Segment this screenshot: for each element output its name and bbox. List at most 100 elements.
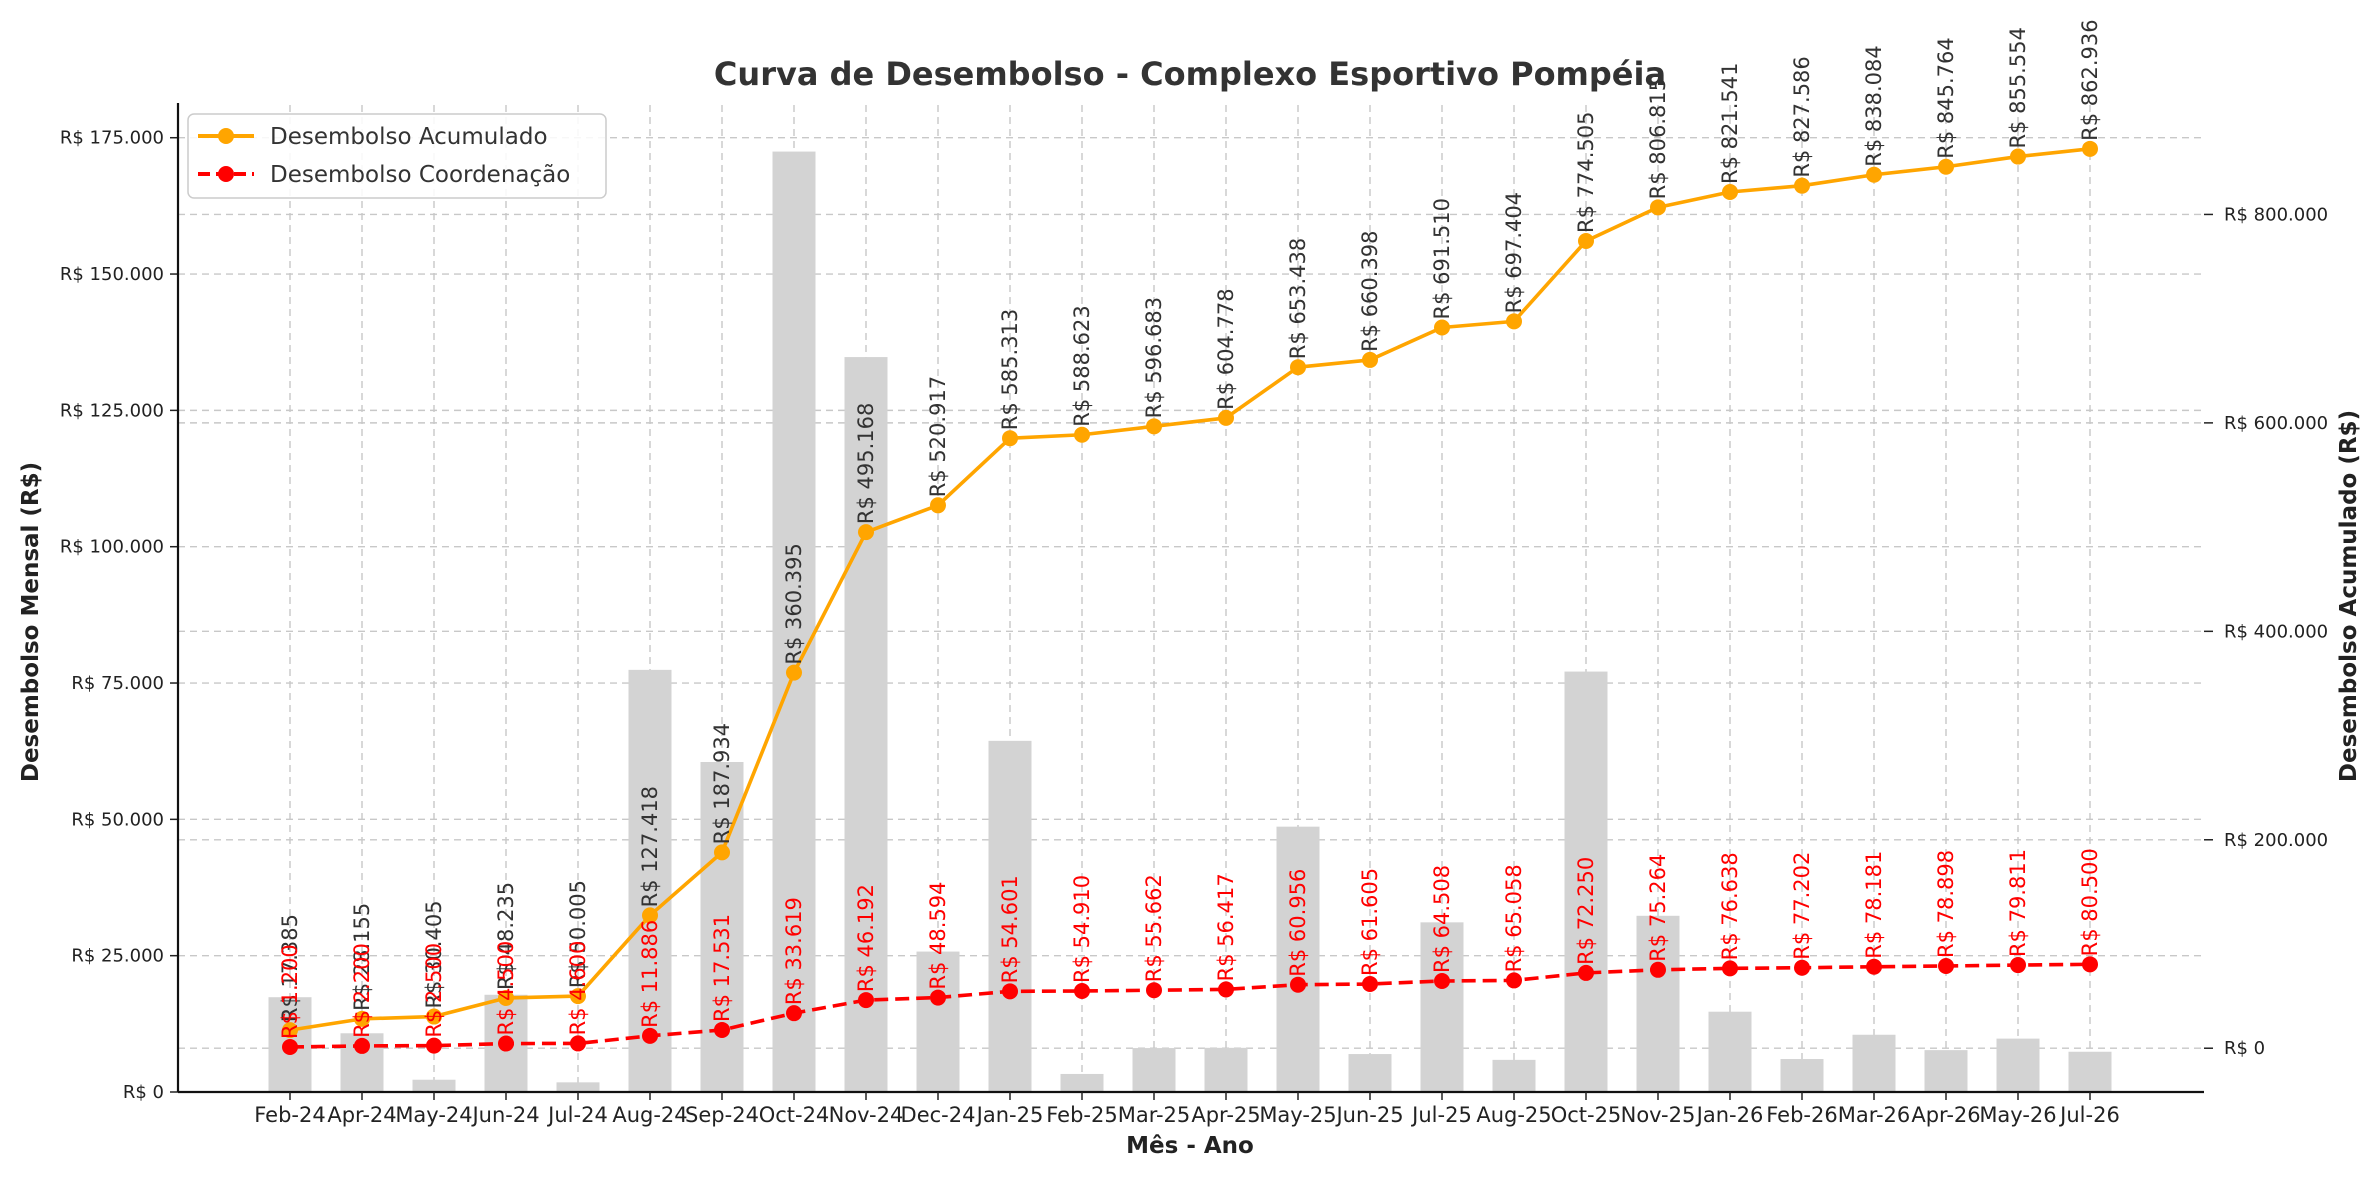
point-coordination	[1290, 976, 1306, 993]
data-label-coordination: R$ 1.200	[278, 944, 302, 1039]
point-coordination	[1506, 972, 1522, 989]
x-tick-label: Oct-24	[759, 1103, 830, 1127]
x-tick-label: Apr-24	[327, 1103, 396, 1127]
point-coordination	[1578, 964, 1594, 981]
monthly-bar	[2068, 1051, 2112, 1092]
y-axis-label-right: Desembolso Acumulado (R$)	[2336, 410, 2362, 782]
x-tick-label: Mar-25	[1118, 1103, 1191, 1127]
point-accumulated	[1506, 313, 1522, 330]
monthly-bar	[556, 1082, 600, 1092]
point-coordination	[1866, 958, 1882, 975]
point-accumulated	[354, 1010, 370, 1027]
data-label-coordination: R$ 54.910	[1070, 875, 1094, 983]
point-coordination	[1722, 960, 1738, 977]
x-tick-label: Feb-24	[254, 1103, 325, 1127]
series-lines	[289, 147, 2091, 1049]
line-accumulated	[289, 147, 2091, 1032]
data-label-coordination: R$ 78.898	[1934, 850, 1958, 958]
point-coordination	[858, 992, 874, 1009]
data-label-accumulated: R$ 845.764	[1934, 37, 1958, 158]
x-tick-label: Jul-25	[1410, 1103, 1472, 1127]
data-label-coordination: R$ 76.638	[1718, 852, 1742, 960]
data-label-coordination: R$ 4.600	[566, 941, 590, 1036]
point-coordination	[642, 1027, 658, 1044]
point-coordination	[1146, 982, 1162, 999]
point-coordination	[1074, 982, 1090, 999]
monthly-bar	[1996, 1038, 2040, 1092]
monthly-bar	[1708, 1011, 1752, 1092]
point-accumulated	[498, 989, 514, 1006]
point-accumulated	[1218, 409, 1234, 426]
left-tick-label: R$ 125.000	[60, 400, 164, 421]
right-tick-label: R$ 800.000	[2224, 204, 2328, 225]
data-label-accumulated: R$ 691.510	[1430, 198, 1454, 319]
data-label-coordination: R$ 77.202	[1790, 852, 1814, 960]
data-label-accumulated: R$ 774.505	[1574, 112, 1598, 233]
data-label-accumulated: R$ 855.554	[2006, 27, 2030, 148]
point-coordination	[282, 1038, 298, 1055]
data-label-accumulated: R$ 17.385	[278, 914, 302, 1022]
series-points	[282, 140, 2098, 1055]
data-label-coordination: R$ 2.500	[422, 943, 446, 1038]
data-label-accumulated: R$ 660.398	[1358, 230, 1382, 351]
point-accumulated	[1794, 177, 1810, 194]
data-label-accumulated: R$ 50.005	[566, 880, 590, 988]
point-accumulated	[1002, 430, 1018, 447]
right-tick-label: R$ 0	[2224, 1038, 2265, 1059]
left-tick-label: R$ 50.000	[71, 809, 164, 830]
data-label-accumulated: R$ 48.235	[494, 882, 518, 990]
monthly-bar	[1132, 1048, 1176, 1092]
data-label-coordination: R$ 46.192	[854, 884, 878, 992]
monthly-bar	[1636, 915, 1680, 1092]
point-coordination	[2082, 956, 2098, 973]
x-tick-label: Nov-25	[1621, 1103, 1696, 1127]
monthly-bar	[412, 1079, 456, 1092]
left-tick-label: R$ 75.000	[71, 673, 164, 694]
data-label-accumulated: R$ 838.084	[1862, 45, 1886, 166]
x-tick-label: Jan-26	[1695, 1103, 1764, 1127]
monthly-bar	[1060, 1073, 1104, 1092]
x-tick-label: May-26	[1979, 1103, 2056, 1127]
monthly-bar	[1420, 922, 1464, 1092]
data-label-accumulated: R$ 187.934	[710, 723, 734, 844]
legend-box	[187, 113, 607, 199]
data-label-coordination: R$ 56.417	[1214, 873, 1238, 981]
data-label-accumulated: R$ 827.586	[1790, 56, 1814, 177]
data-label-accumulated: R$ 697.404	[1502, 192, 1526, 313]
point-coordination	[1938, 957, 1954, 974]
left-tick-label: R$ 25.000	[71, 946, 164, 967]
right-tick-label: R$ 600.000	[2224, 413, 2328, 434]
data-label-coordination: R$ 79.811	[2006, 849, 2030, 957]
right-tick-label: R$ 200.000	[2224, 830, 2328, 851]
data-label-accumulated: R$ 30.405	[422, 900, 446, 1008]
data-label-accumulated: R$ 806.815	[1646, 78, 1670, 199]
data-label-coordination: R$ 60.956	[1286, 869, 1310, 977]
point-coordination	[1434, 972, 1450, 989]
point-accumulated	[1362, 351, 1378, 368]
data-label-coordination: R$ 48.594	[926, 881, 950, 989]
left-tick-label: R$ 175.000	[60, 128, 164, 149]
data-label-coordination: R$ 65.058	[1502, 864, 1526, 972]
data-label-accumulated: R$ 495.168	[854, 403, 878, 524]
monthly-bar	[1492, 1059, 1536, 1092]
axes: R$ 0 R$ 25.000 R$ 50.000 R$ 75.000 R$ 100.00…	[60, 103, 2328, 1127]
x-tick-label: Oct-25	[1551, 1103, 1622, 1127]
y-axis-label-left: Desembolso Mensal (R$)	[18, 462, 44, 782]
point-coordination	[2010, 957, 2026, 974]
right-tick-label: R$ 400.000	[2224, 621, 2328, 642]
point-accumulated	[570, 988, 586, 1005]
x-tick-label: Aug-25	[1476, 1103, 1551, 1127]
data-label-accumulated: R$ 588.623	[1070, 305, 1094, 426]
left-tick-label: R$ 150.000	[60, 264, 164, 285]
point-coordination	[930, 989, 946, 1006]
data-label-accumulated: R$ 28.155	[350, 903, 374, 1011]
data-label-accumulated: R$ 596.683	[1142, 297, 1166, 418]
monthly-bar	[628, 669, 672, 1092]
x-tick-label: Jul-26	[2058, 1103, 2120, 1127]
x-tick-label: Sep-24	[685, 1103, 759, 1127]
monthly-bar	[988, 740, 1032, 1092]
monthly-bar	[1348, 1054, 1392, 1092]
data-label-accumulated: R$ 604.778	[1214, 288, 1238, 409]
point-accumulated	[858, 524, 874, 541]
